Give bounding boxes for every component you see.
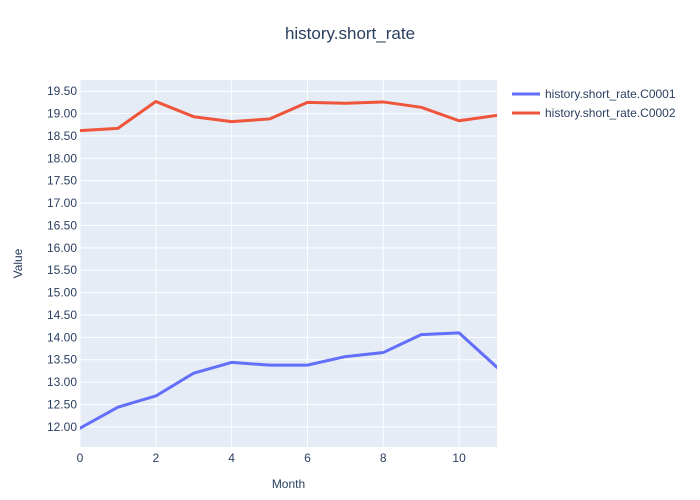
y-tick-label: 18.50	[47, 129, 77, 143]
x-tick-label: 6	[304, 451, 311, 465]
x-tick-label: 2	[152, 451, 159, 465]
series-lines	[80, 99, 497, 430]
legend-item-1[interactable]: history.short_rate.C0001	[512, 87, 676, 101]
y-tick-label: 19.00	[47, 107, 77, 121]
legend[interactable]: history.short_rate.C0001 history.short_ra…	[512, 87, 676, 120]
chart-title: history.short_rate	[285, 24, 415, 43]
y-tick-label: 13.00	[47, 375, 77, 389]
y-tick-label: 12.50	[47, 397, 77, 411]
y-tick-label: 17.00	[47, 196, 77, 210]
y-tick-label: 17.50	[47, 174, 77, 188]
x-tick-label: 4	[228, 451, 235, 465]
y-tick-label: 13.50	[47, 353, 77, 367]
y-tick-label: 14.00	[47, 330, 77, 344]
y-tick-label: 14.50	[47, 308, 77, 322]
y-tick-label: 12.00	[47, 420, 77, 434]
series-line-1[interactable]	[80, 331, 497, 430]
gridlines	[79, 80, 497, 447]
x-tick-label: 0	[77, 451, 84, 465]
legend-label: history.short_rate.C0001	[545, 87, 676, 101]
legend-label: history.short_rate.C0002	[545, 106, 676, 120]
y-tick-label: 19.50	[47, 84, 77, 98]
legend-item-2[interactable]: history.short_rate.C0002	[512, 106, 676, 120]
plot-area	[80, 80, 497, 447]
tick-labels: 12.00 12.50 13.00 13.50 14.00 14.50 15.00 15.50…	[47, 84, 466, 465]
y-tick-label: 15.00	[47, 286, 77, 300]
x-tick-label: 8	[380, 451, 387, 465]
y-tick-label: 16.00	[47, 241, 77, 255]
x-tick-label: 10	[452, 451, 466, 465]
series-line-2[interactable]	[80, 99, 497, 133]
y-tick-label: 15.50	[47, 263, 77, 277]
x-axis-title: Month	[272, 477, 305, 491]
y-tick-label: 16.50	[47, 218, 77, 232]
y-tick-label: 18.00	[47, 151, 77, 165]
y-axis-title: Value	[11, 248, 25, 278]
